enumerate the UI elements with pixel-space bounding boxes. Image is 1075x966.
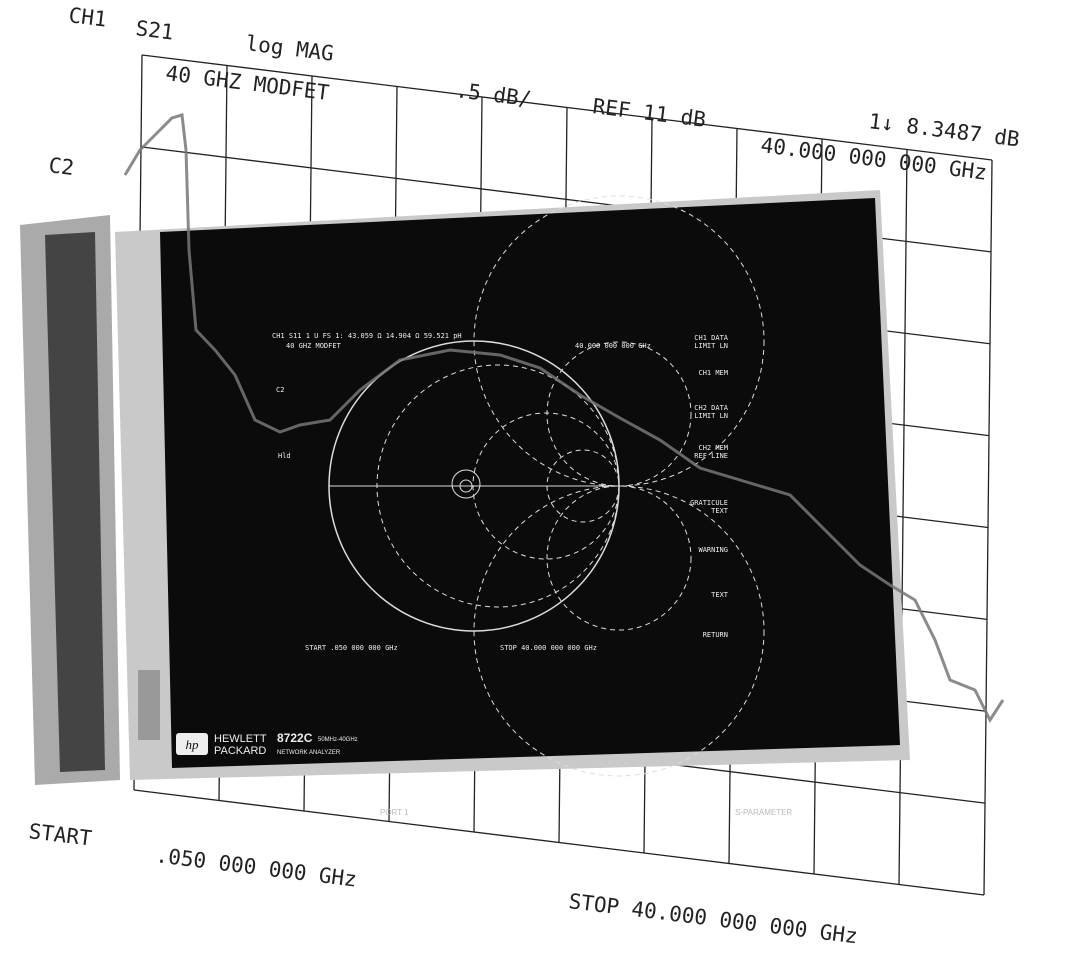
softkey-label: REF LINE bbox=[694, 452, 728, 460]
smith-chart bbox=[328, 195, 765, 777]
screen-stop: STOP 40.000 000 000 GHz bbox=[500, 644, 597, 652]
button bbox=[138, 670, 160, 740]
plot-parameter: S21 bbox=[134, 16, 175, 44]
smith-arc bbox=[473, 485, 765, 777]
softkey-label: LIMIT LN bbox=[694, 342, 728, 350]
screen bbox=[160, 198, 900, 768]
panel-label: S-PARAMETER bbox=[735, 808, 792, 817]
screen-header: CH1 S11 1 U FS 1: 43.059 Ω 14.904 Ω 59.5… bbox=[272, 332, 462, 340]
brand-range: 50MHz-40GHz bbox=[318, 737, 358, 743]
brand-line1: HEWLETT bbox=[214, 733, 267, 745]
plot-stop: STOP 40.000 000 000 GHz bbox=[567, 889, 859, 948]
softkey-label: GRATICULE bbox=[690, 499, 728, 507]
screen-subtitle: 40 GHZ MODFET bbox=[286, 342, 342, 350]
screen-hold: Hld bbox=[278, 452, 291, 460]
hp-logo-text: hp bbox=[186, 737, 200, 752]
trace bbox=[123, 113, 1005, 724]
softkey-label: CH2 DATA bbox=[694, 404, 729, 412]
softkey-label: LIMIT LN bbox=[694, 412, 728, 420]
screen-start: START .050 000 000 GHz bbox=[305, 644, 398, 652]
screen-marker-freq: 40.000 000 000 GHz bbox=[575, 342, 651, 350]
plot-channel: CH1 bbox=[67, 3, 108, 31]
smith-trace bbox=[451, 469, 481, 499]
grid-line bbox=[142, 55, 992, 160]
brand-model: 8722C bbox=[277, 731, 313, 745]
handle-inner bbox=[45, 232, 105, 772]
plot-start: START bbox=[27, 819, 93, 851]
softkey-label: CH1 MEM bbox=[698, 369, 728, 377]
softkey-label: RETURN bbox=[703, 631, 728, 639]
softkey-label: CH2 MEM bbox=[698, 444, 728, 452]
hp-logo bbox=[176, 733, 208, 755]
smith-arc bbox=[546, 341, 692, 487]
softkey-label: TEXT bbox=[711, 507, 729, 515]
brand-line2: PACKARD bbox=[214, 745, 266, 757]
grid-line bbox=[134, 790, 984, 895]
plot-marker-value: 1↓ 8.3487 dB bbox=[867, 109, 1021, 151]
plot-format: log MAG bbox=[244, 31, 335, 66]
brand-product: NETWORK ANALYZER bbox=[277, 750, 341, 756]
plot-reference: REF 11 dB bbox=[591, 94, 707, 132]
panel-port: PORT 1 bbox=[380, 808, 409, 817]
softkey-label: CH1 DATA bbox=[694, 334, 729, 342]
screen-channel2: C2 bbox=[276, 386, 284, 394]
plot-scale: .5 dB/ bbox=[454, 78, 532, 111]
plot-channel2: C2 bbox=[47, 153, 75, 180]
softkey-label: TEXT bbox=[711, 591, 729, 599]
smith-arc bbox=[546, 485, 692, 631]
smith-trace bbox=[459, 479, 473, 493]
plot-start-freq: .050 000 000 GHz bbox=[154, 843, 358, 891]
softkey-label: WARNING bbox=[698, 546, 728, 554]
